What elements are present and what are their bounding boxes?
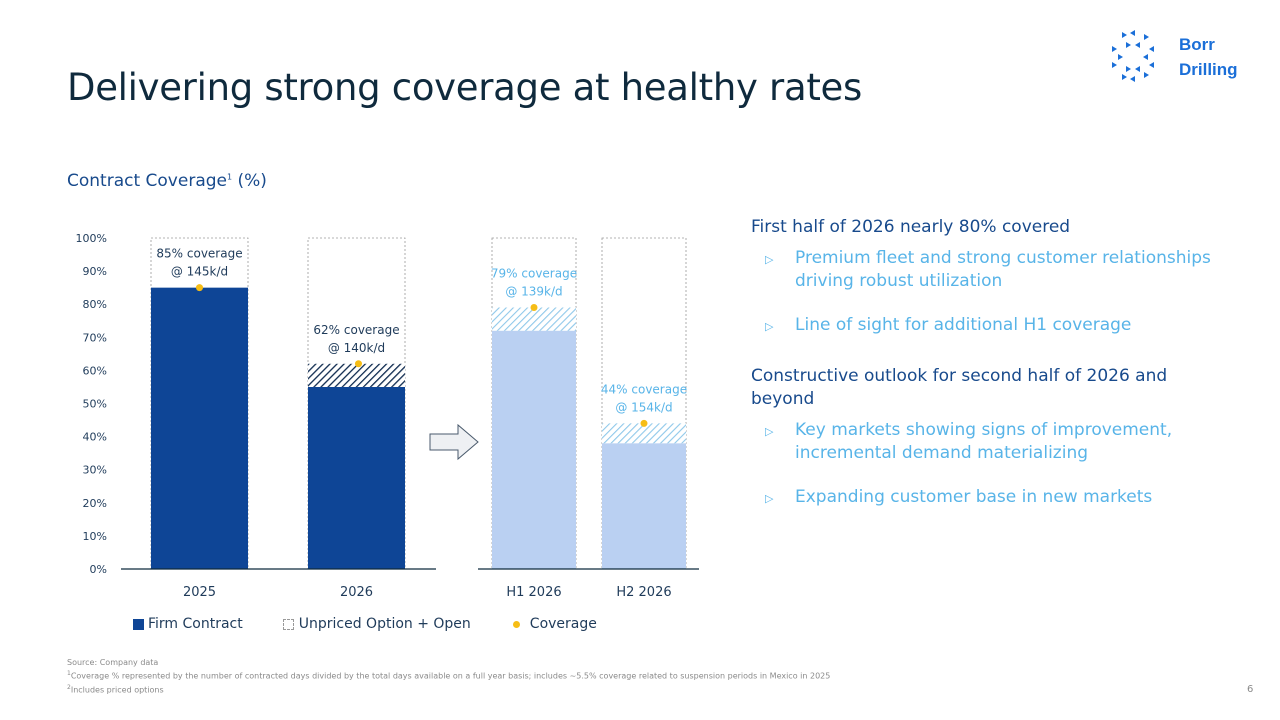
bullet-list: ▷ Key markets showing signs of improvemen…	[751, 419, 1231, 509]
commentary-section: First half of 2026 nearly 80% covered ▷ P…	[751, 216, 1231, 337]
triangle-right-outline-icon: ▷	[765, 492, 774, 505]
bar-firm-segment	[151, 287, 248, 569]
bullet-item: ▷ Line of sight for additional H1 coverag…	[751, 314, 1231, 337]
coverage-chart: 0% 10% 20% 30% 40% 50% 60% 70% 80% 90% 100% 85% co…	[76, 232, 699, 600]
footnote-text: Coverage % represented by the number of …	[70, 671, 831, 681]
coverage-labels: 85% coverage @ 145k/d 62% coverage @ 140k/d…	[156, 247, 687, 415]
coverage-label: @ 139k/d	[505, 285, 562, 299]
bullet-item: ▷ Expanding customer base in new markets	[751, 486, 1231, 509]
footnote-2: 2Includes priced options	[67, 682, 830, 696]
bar-firm-segment	[492, 330, 576, 569]
y-tick-label: 40%	[83, 431, 107, 444]
y-tick-label: 20%	[83, 497, 107, 510]
section-heading: First half of 2026 nearly 80% covered	[751, 217, 1071, 237]
footnote-ref: 1	[226, 172, 233, 182]
commentary-panel: First half of 2026 nearly 80% covered ▷ P…	[751, 216, 1231, 530]
legend-swatch-open	[282, 618, 294, 630]
coverage-dot	[530, 304, 538, 312]
legend-item-firm: Firm Contract	[133, 616, 243, 632]
chart-subtitle-text: Contract Coverage	[67, 171, 227, 191]
y-tick-label: 50%	[83, 398, 107, 411]
footnote-marker: 1	[67, 670, 71, 677]
transition-arrow-icon	[429, 423, 479, 461]
page-number: 6	[1247, 684, 1254, 695]
borr-drilling-logo-icon	[1112, 30, 1154, 82]
y-axis: 0% 10% 20% 30% 40% 50% 60% 70% 80% 90% 100%	[76, 232, 107, 576]
coverage-dot	[355, 360, 362, 368]
slide-title: Delivering strong coverage at healthy ra…	[67, 66, 862, 109]
bullet-item: ▷ Premium fleet and strong customer relat…	[751, 247, 1231, 293]
footnote-1: 1Coverage % represented by the number of…	[67, 668, 830, 682]
company-logo: Borr Drilling	[1108, 28, 1258, 84]
bar-priced-segment	[308, 363, 405, 387]
y-tick-label: 90%	[83, 265, 107, 278]
logo-wordmark: Borr Drilling	[1179, 32, 1238, 82]
logo-line-1: Borr	[1179, 35, 1215, 54]
bar-firm-segment	[602, 443, 686, 569]
bar-priced-segment	[602, 423, 686, 444]
coverage-label: 79% coverage	[491, 267, 577, 281]
legend-label: Coverage	[529, 616, 597, 632]
y-tick-label: 80%	[83, 298, 107, 311]
bar-firm-segment	[308, 386, 405, 569]
coverage-label: 85% coverage	[156, 247, 242, 261]
bullet-item: ▷ Key markets showing signs of improvemen…	[751, 419, 1231, 465]
bullet-list: ▷ Premium fleet and strong customer relat…	[751, 247, 1231, 337]
coverage-label: @ 140k/d	[328, 341, 385, 355]
x-axis: 2025 2026 H1 2026 H2 2026	[121, 568, 699, 600]
source-note: Source: Company data	[67, 658, 159, 667]
footnotes: Source: Company data 1Coverage % represe…	[67, 657, 830, 695]
y-tick-label: 10%	[83, 530, 107, 543]
y-tick-label: 70%	[83, 331, 107, 344]
bullet-text: Expanding customer base in new markets	[795, 487, 1153, 507]
chart-subtitle: Contract Coverage1 (%)	[67, 171, 267, 191]
bullet-text: Premium fleet and strong customer relati…	[795, 248, 1211, 291]
triangle-right-outline-icon: ▷	[765, 425, 774, 438]
x-tick-label: H2 2026	[616, 585, 671, 600]
bullet-text: Key markets showing signs of improvement…	[795, 420, 1173, 463]
legend-item-open: Unpriced Option + Open	[282, 616, 471, 632]
bars	[150, 237, 687, 570]
footnote-marker: 2	[67, 683, 71, 691]
bullet-text: Line of sight for additional H1 coverage	[795, 315, 1132, 335]
commentary-section: Constructive outlook for second half of …	[751, 365, 1231, 509]
logo-line-2: Drilling	[1179, 60, 1238, 79]
y-tick-label: 0%	[90, 563, 107, 576]
legend-swatch-coverage	[512, 620, 520, 628]
footnote-text: Includes priced options	[70, 685, 164, 695]
legend-label: Firm Contract	[148, 616, 243, 632]
legend-swatch-firm	[133, 618, 144, 630]
legend-item-coverage: Coverage	[509, 616, 597, 632]
triangle-right-outline-icon: ▷	[765, 320, 774, 333]
section-heading: Constructive outlook for second half of …	[751, 366, 1168, 409]
x-tick-label: 2025	[183, 585, 216, 600]
x-tick-label: 2026	[340, 585, 373, 600]
y-tick-label: 30%	[83, 464, 107, 477]
triangle-right-outline-icon: ▷	[765, 253, 774, 266]
y-tick-label: 100%	[76, 232, 107, 245]
coverage-label: @ 154k/d	[615, 400, 672, 414]
chart-subtitle-unit: (%)	[232, 171, 267, 191]
coverage-label: @ 145k/d	[171, 265, 228, 279]
bar-priced-segment	[492, 307, 576, 331]
y-tick-label: 60%	[83, 364, 107, 377]
chart-legend: Firm Contract Unpriced Option + Open Cov…	[133, 616, 623, 632]
coverage-dot	[640, 419, 648, 427]
coverage-dot	[196, 284, 203, 292]
legend-label: Unpriced Option + Open	[298, 616, 471, 632]
x-tick-label: H1 2026	[506, 585, 561, 600]
coverage-label: 44% coverage	[601, 382, 687, 396]
coverage-label: 62% coverage	[313, 323, 399, 337]
